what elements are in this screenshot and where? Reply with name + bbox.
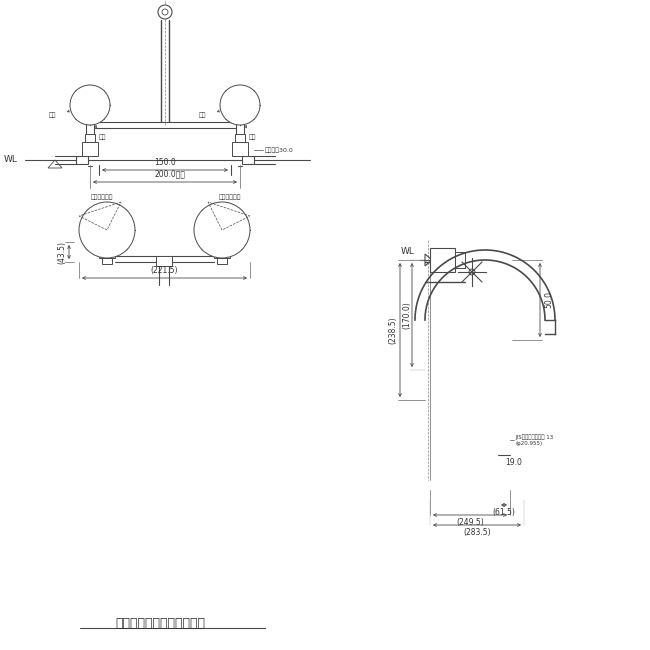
Text: WL: WL	[401, 248, 415, 257]
Text: WL: WL	[4, 155, 18, 164]
Bar	[156, 256, 172, 266]
Bar	[217, 256, 227, 264]
Bar	[242, 156, 254, 164]
Bar	[82, 142, 98, 156]
Text: (249.5): (249.5)	[456, 518, 484, 527]
Circle shape	[70, 85, 110, 125]
Circle shape	[469, 269, 475, 275]
Text: 大角対辺30.0: 大角対辺30.0	[265, 147, 294, 153]
Circle shape	[102, 225, 112, 235]
Bar	[76, 156, 88, 164]
Bar	[85, 134, 95, 142]
Text: 止水: 止水	[248, 134, 255, 140]
Circle shape	[162, 9, 168, 15]
Circle shape	[207, 214, 237, 246]
Text: 温水ハンドル: 温水ハンドル	[91, 194, 113, 200]
Text: 200.0内外: 200.0内外	[155, 169, 185, 178]
Text: (283.5): (283.5)	[463, 528, 491, 537]
Text: 19.0: 19.0	[505, 458, 522, 467]
Text: 50.0: 50.0	[544, 291, 553, 309]
Text: (238.5): (238.5)	[388, 316, 397, 344]
Bar	[232, 142, 248, 156]
Circle shape	[79, 202, 135, 258]
Circle shape	[236, 101, 244, 109]
Bar	[99, 252, 115, 258]
Bar	[214, 252, 230, 258]
Circle shape	[92, 214, 122, 246]
Text: 水側ハンドル: 水側ハンドル	[219, 194, 241, 200]
Text: (170.0): (170.0)	[402, 301, 411, 329]
Circle shape	[158, 5, 172, 19]
Text: 吐水: 吐水	[48, 112, 56, 118]
Circle shape	[220, 85, 260, 125]
Bar	[430, 248, 455, 272]
Text: 吐水: 吐水	[198, 112, 206, 118]
Text: 150.0: 150.0	[154, 158, 176, 167]
Bar	[102, 256, 112, 264]
Bar	[235, 134, 245, 142]
Text: 取付芯々２００ｍｍの場合: 取付芯々２００ｍｍの場合	[115, 617, 205, 630]
Text: 止水: 止水	[98, 134, 106, 140]
Text: JIS給水栖取付ねじ 13
(φ20.955): JIS給水栖取付ねじ 13 (φ20.955)	[515, 434, 553, 446]
Text: (61.5): (61.5)	[493, 508, 515, 517]
Circle shape	[194, 202, 250, 258]
Text: (43.5): (43.5)	[57, 240, 66, 263]
Bar	[455, 252, 465, 268]
Circle shape	[86, 101, 94, 109]
Circle shape	[217, 225, 227, 235]
Text: (221.5): (221.5)	[151, 266, 178, 275]
